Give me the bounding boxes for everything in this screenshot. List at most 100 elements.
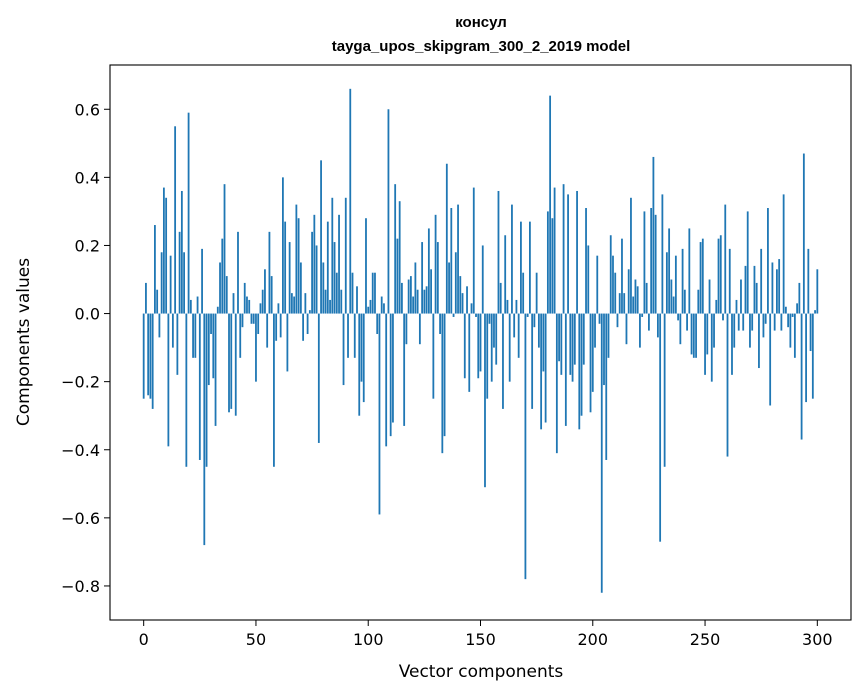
- bar-123: [418, 313, 421, 345]
- bar-283: [778, 259, 781, 314]
- bar-227: [652, 156, 655, 314]
- bar-297: [809, 313, 812, 352]
- bar-20: [187, 112, 190, 314]
- bar-296: [807, 248, 810, 314]
- bar-129: [432, 313, 435, 399]
- bar-259: [724, 204, 727, 314]
- bar-248: [699, 242, 702, 314]
- bar-72: [304, 293, 307, 314]
- bar-121: [414, 262, 417, 314]
- bar-101: [369, 299, 372, 314]
- plot-frame: [109, 64, 852, 621]
- bar-84: [331, 197, 334, 314]
- bar-170: [524, 313, 527, 580]
- bar-4: [151, 313, 154, 409]
- bar-82: [326, 221, 329, 314]
- bar-167: [517, 313, 520, 358]
- bar-291: [796, 303, 799, 314]
- y-tick-label: −0.2: [61, 373, 100, 392]
- bar-118: [407, 279, 410, 314]
- bar-21: [189, 299, 192, 314]
- bar-190: [569, 313, 572, 375]
- bar-19: [185, 313, 188, 467]
- bar-236: [672, 296, 675, 314]
- bar-159: [499, 282, 502, 314]
- bar-178: [542, 313, 545, 372]
- bar-258: [722, 313, 724, 321]
- bar-47: [248, 299, 251, 314]
- bar-292: [798, 282, 801, 314]
- bar-0: [142, 313, 145, 399]
- bar-53: [261, 289, 264, 314]
- bar-63: [284, 221, 287, 314]
- bar-179: [544, 313, 547, 423]
- bar-71: [302, 313, 305, 341]
- bar-26: [201, 248, 203, 314]
- bar-289: [791, 313, 794, 317]
- bar-288: [789, 313, 792, 348]
- bar-36: [223, 184, 226, 314]
- bar-137: [450, 208, 453, 314]
- bar-156: [493, 313, 495, 348]
- bar-162: [506, 299, 509, 314]
- bar-252: [708, 279, 711, 314]
- bar-41: [234, 313, 237, 416]
- bar-210: [614, 272, 617, 314]
- bar-75: [311, 231, 313, 314]
- bar-59: [275, 313, 278, 341]
- bar-182: [551, 218, 554, 314]
- bar-243: [688, 228, 691, 314]
- bar-177: [540, 313, 543, 430]
- bar-112: [394, 184, 397, 314]
- bar-140: [457, 204, 459, 314]
- bar-185: [558, 313, 560, 362]
- bar-87: [338, 214, 340, 314]
- chart-subtitle: tayga_upos_skipgram_300_2_2019 model: [332, 38, 631, 55]
- bar-152: [484, 313, 486, 488]
- bar-114: [398, 201, 401, 314]
- bar-58: [273, 313, 275, 467]
- bar-262: [731, 313, 733, 375]
- bar-51: [257, 313, 260, 334]
- bar-295: [805, 313, 807, 403]
- bar-68: [295, 204, 298, 314]
- bar-270: [749, 313, 751, 348]
- bar-50: [255, 313, 257, 382]
- bar-171: [526, 313, 529, 317]
- bar-234: [668, 228, 671, 314]
- bar-93: [351, 272, 354, 314]
- bar-44: [241, 313, 244, 328]
- x-tick-label: 50: [246, 630, 266, 649]
- bar-230: [659, 313, 662, 542]
- bar-96: [358, 313, 361, 416]
- bar-12: [169, 255, 172, 314]
- bar-168: [520, 221, 522, 314]
- bar-141: [459, 276, 462, 314]
- bar-86: [335, 272, 338, 314]
- bar-119: [409, 276, 412, 314]
- bar-11: [167, 313, 170, 447]
- bar-261: [728, 248, 731, 314]
- bar-85: [333, 242, 336, 314]
- bar-55: [266, 313, 269, 348]
- bar-196: [582, 313, 585, 365]
- bar-220: [636, 286, 639, 314]
- bar-213: [621, 238, 623, 314]
- bar-99: [365, 218, 367, 314]
- bar-284: [780, 313, 783, 331]
- bar-150: [479, 313, 482, 372]
- bar-204: [600, 313, 603, 593]
- bar-269: [746, 211, 749, 314]
- bar-186: [560, 313, 563, 375]
- bar-166: [515, 299, 518, 314]
- bar-267: [742, 313, 745, 331]
- bar-37: [225, 276, 228, 314]
- bar-39: [230, 313, 233, 409]
- bar-201: [594, 313, 596, 348]
- bar-133: [441, 313, 444, 454]
- bar-255: [715, 299, 718, 314]
- bar-219: [634, 279, 637, 314]
- bar-151: [481, 245, 484, 314]
- bar-79: [320, 160, 322, 314]
- bar-128: [430, 269, 432, 314]
